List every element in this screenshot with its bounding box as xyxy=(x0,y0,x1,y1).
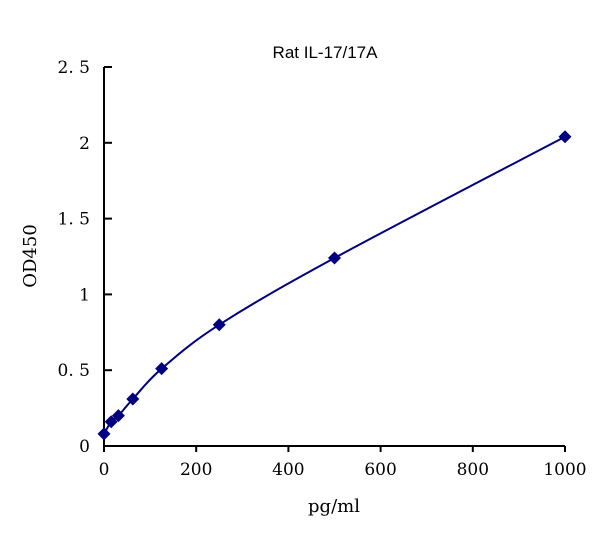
x-tick-label: 600 xyxy=(364,460,396,480)
y-tick-label: 1 xyxy=(79,285,90,305)
data-point xyxy=(328,251,341,265)
y-tick-label: 2 xyxy=(79,134,90,154)
data-point xyxy=(111,409,125,423)
data-point xyxy=(558,130,572,144)
x-tick-label: 0 xyxy=(99,460,110,480)
x-tick-label: 1000 xyxy=(543,460,586,480)
y-tick-label: 2. 5 xyxy=(58,58,90,78)
trend-curve xyxy=(103,135,566,435)
x-tick-label: 800 xyxy=(457,460,489,480)
y-tick-label: 1. 5 xyxy=(58,210,90,230)
y-axis-label: OD450 xyxy=(20,224,41,288)
y-tick-label: 0. 5 xyxy=(58,361,90,381)
x-tick-label: 200 xyxy=(180,460,212,480)
data-point xyxy=(155,362,169,376)
data-point xyxy=(104,415,118,429)
chart-title: Rat IL-17/17A xyxy=(273,43,379,62)
data-point xyxy=(212,318,226,332)
x-tick-label: 400 xyxy=(272,460,304,480)
data-point xyxy=(126,392,140,406)
y-tick-label: 0 xyxy=(79,437,90,457)
x-axis-label: pg/ml xyxy=(308,496,360,517)
data-point xyxy=(97,427,111,441)
